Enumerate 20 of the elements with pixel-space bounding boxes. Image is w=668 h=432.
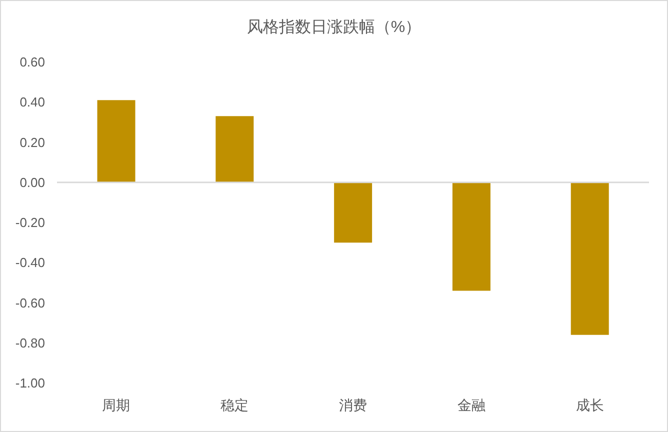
bar [570,182,609,335]
x-tick-label: 金融 [457,396,486,413]
x-tick-label: 稳定 [220,396,249,413]
x-tick-label: 消费 [339,396,367,413]
y-tick-label: -0.20 [15,215,45,230]
bar [452,182,490,291]
chart-title: 风格指数日涨跌幅（%） [246,18,422,38]
y-tick-label: -1.00 [15,376,45,391]
y-tick-label: 0.00 [20,174,45,190]
y-tick-label: 0.60 [20,54,45,70]
x-tick-label: 周期 [102,396,130,413]
y-tick-label: 0.40 [20,94,45,110]
y-tick-label: -0.60 [15,295,45,310]
y-tick-label: 0.20 [20,134,45,150]
y-tick-label: -0.80 [15,335,45,350]
x-tick-label: 成长 [576,396,604,413]
bar [216,116,254,182]
bar [97,100,136,182]
bar [334,182,372,243]
y-tick-label: -0.40 [15,255,45,270]
